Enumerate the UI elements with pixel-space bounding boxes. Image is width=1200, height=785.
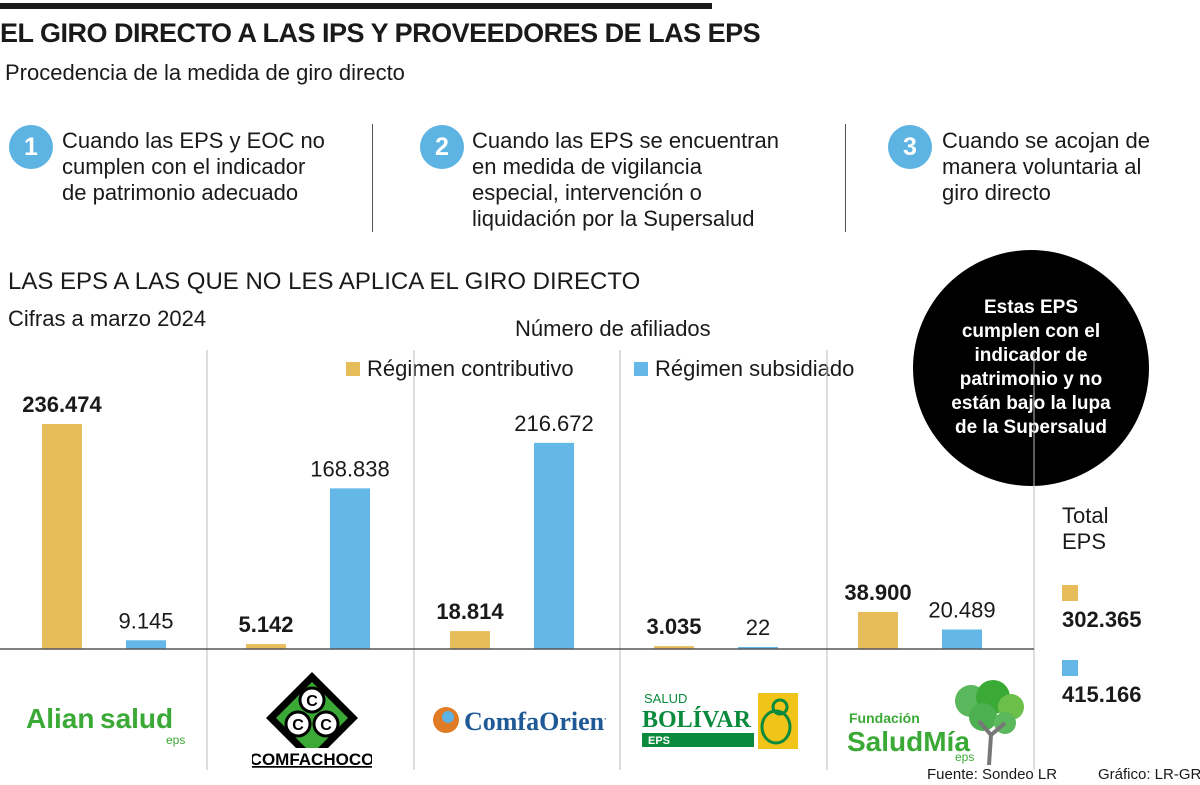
bar-contributivo: [858, 611, 898, 649]
legend-label-contributivo: Régimen contributivo: [367, 356, 574, 381]
bar-subsidiado: [126, 640, 166, 649]
bar-contributivo: [654, 646, 694, 649]
logo-aliansalud: Alian salud eps: [10, 670, 205, 770]
chart-title: Número de afiliados: [515, 316, 711, 341]
step-1-badge: 1: [9, 125, 53, 169]
callout-text: Estas EPS cumplen con el indicador de pa…: [951, 297, 1111, 438]
data-label: 5.142: [238, 612, 293, 637]
graphic-credit: Gráfico: LR-GR: [1098, 766, 1200, 783]
data-label: 236.474: [22, 392, 102, 417]
legend-swatch-subsidiado: [634, 362, 648, 376]
svg-text:eps: eps: [955, 750, 974, 764]
logo-salud-mia: Fundación SaludMía eps: [826, 670, 1031, 770]
source-credit: Fuente: Sondeo LR: [927, 766, 1058, 783]
svg-text:salud: salud: [100, 703, 173, 734]
data-label: 22: [746, 615, 770, 640]
total-swatch-subsidiado: [1062, 660, 1078, 676]
svg-text:Alian: Alian: [26, 703, 94, 734]
data-label: 168.838: [310, 456, 390, 481]
page-subtitle: Procedencia de la medida de giro directo: [5, 60, 405, 85]
step-2-badge: 2: [420, 125, 464, 169]
logo-comfaoriente: ComfaOriente: [418, 670, 613, 770]
legend-subsidiado: Régimen subsidiado: [634, 356, 854, 382]
data-label: 9.145: [118, 608, 173, 633]
bar-subsidiado: [738, 647, 778, 649]
svg-text:BOLÍVAR: BOLÍVAR: [642, 707, 752, 733]
step-1-text: Cuando las EPS y EOC no cumplen con el in…: [62, 128, 325, 205]
total-swatch-contributivo: [1062, 585, 1078, 601]
svg-text:C: C: [306, 693, 318, 710]
section-subtitle: Cifras a marzo 2024: [8, 306, 207, 331]
section-title: LAS EPS A LAS QUE NO LES APLICA EL GIRO …: [8, 268, 641, 295]
total-label: Total EPS: [1062, 503, 1109, 554]
svg-text:COMFACHOCO: COMFACHOCO: [252, 750, 372, 769]
logo-comfachoco: C C C COMFACHOCO: [214, 670, 409, 770]
step-2-text: Cuando las EPS se encuentran en medida de…: [472, 128, 779, 231]
total-value-subsidiado: 415.166: [1062, 682, 1142, 707]
svg-text:SALUD: SALUD: [644, 691, 687, 706]
data-label: 216.672: [514, 411, 594, 436]
step-divider: [845, 124, 846, 232]
legend-label-subsidiado: Régimen subsidiado: [655, 356, 855, 381]
data-label: 18.814: [436, 599, 504, 624]
step-3-badge: 3: [888, 125, 932, 169]
legend-contributivo: Régimen contributivo: [346, 356, 574, 382]
legend-swatch-contributivo: [346, 362, 360, 376]
svg-text:ComfaOriente: ComfaOriente: [464, 707, 606, 736]
page-title: EL GIRO DIRECTO A LAS IPS Y PROVEEDORES …: [0, 18, 761, 48]
bar-subsidiado: [330, 488, 370, 649]
step-divider: [372, 124, 373, 232]
bar-contributivo: [42, 424, 82, 649]
bar-contributivo: [246, 644, 286, 649]
svg-text:C: C: [292, 717, 304, 734]
total-value-contributivo: 302.365: [1062, 607, 1142, 632]
total-subsidiado: 415.166: [1062, 660, 1142, 708]
svg-text:C: C: [320, 717, 332, 734]
bar-subsidiado: [534, 442, 574, 649]
bar-subsidiado: [942, 629, 982, 649]
data-label: 3.035: [646, 614, 701, 639]
data-label: 20.489: [928, 598, 995, 623]
bar-chart: 236.474 9.145 5.142 168.838 18.814 216.672 3.0…: [0, 350, 1035, 770]
logo-salud-bolivar: SALUD BOLÍVAR EPS: [622, 670, 817, 770]
total-contributivo: 302.365: [1062, 585, 1142, 633]
svg-text:EPS: EPS: [648, 735, 670, 747]
callout-bubble: Estas EPS cumplen con el indicador de pa…: [913, 250, 1149, 486]
top-rule: [0, 3, 712, 9]
svg-text:Fundación: Fundación: [849, 710, 920, 726]
bar-contributivo: [450, 631, 490, 649]
svg-text:eps: eps: [166, 733, 185, 747]
svg-text:SaludMía: SaludMía: [847, 726, 970, 757]
data-label: 38.900: [844, 580, 911, 605]
step-3-text: Cuando se acojan de manera voluntaria al g…: [942, 128, 1150, 205]
